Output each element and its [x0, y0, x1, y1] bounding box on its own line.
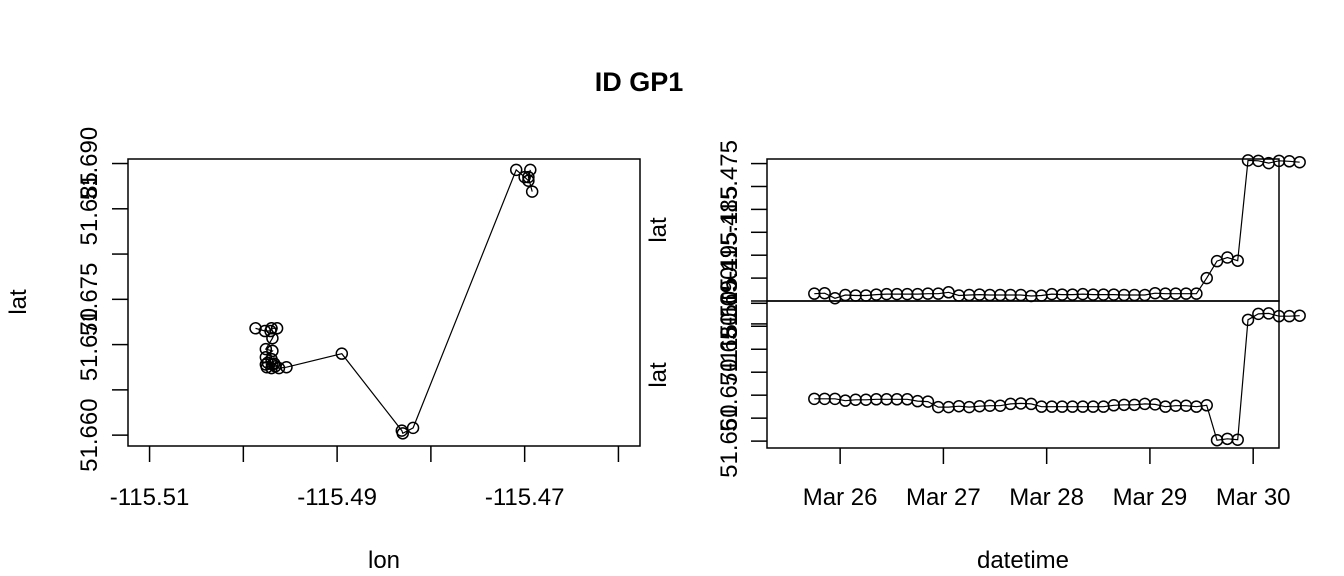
right-bottom-y-axis-label: lat	[645, 362, 672, 388]
left-y-tick-label: 51.690	[76, 127, 103, 200]
right-top-y-axis-label: lat	[645, 217, 672, 243]
left-point	[249, 322, 262, 335]
right-panel-2-point	[1200, 399, 1213, 412]
right-panel-1-point	[818, 286, 831, 300]
left-point	[258, 324, 272, 338]
right-x-tick-label: Mar 28	[1009, 484, 1084, 511]
left-point	[525, 185, 539, 198]
right-y-tick-label: 51.670	[716, 358, 743, 431]
left-point	[259, 351, 273, 364]
right-y-tick-label: -115.475	[716, 140, 743, 233]
right-x-tick-label: Mar 30	[1216, 484, 1291, 511]
right-y-tick-label: -115.495	[716, 232, 743, 325]
right-panel-2-line	[814, 312, 1300, 441]
left-point	[265, 361, 278, 375]
left-y-tick-label: 51.660	[76, 398, 103, 471]
right-panel-2-point	[1241, 313, 1255, 327]
left-point	[406, 421, 420, 435]
right-series	[808, 154, 1306, 447]
left-x-tick-label: -115.47	[485, 484, 565, 511]
left-point	[266, 344, 279, 358]
right-panel-2-point	[1293, 309, 1306, 322]
left-point	[335, 347, 349, 360]
right-panel-1-point	[1231, 254, 1244, 267]
left-y-tick-label: 51.675	[76, 263, 103, 336]
left-point	[259, 342, 273, 356]
right-x-axis-label: datetime	[977, 547, 1069, 574]
right-panel-1-point	[1293, 155, 1306, 169]
right-panel-2-point	[1231, 433, 1244, 446]
right-panel-1-point	[1200, 271, 1213, 285]
right-chart: Mar 26 Mar 27 Mar 28 Mar 29 Mar 30-115.505-1…	[645, 140, 1306, 574]
left-point	[280, 360, 293, 374]
right-x-tick-label: Mar 29	[1113, 484, 1188, 511]
right-y-tick-label: 51.690	[716, 267, 743, 340]
right-y-tick-label: 51.680	[716, 313, 743, 386]
right-panel-1-line	[814, 159, 1300, 299]
left-x-tick-label: -115.49	[297, 484, 377, 511]
right-y-tick-label: -115.485	[716, 186, 743, 279]
left-y-tick-label: 51.670	[76, 308, 103, 381]
figure-title: ID GP1	[595, 67, 684, 97]
right-y-tick-label: -115.505	[716, 277, 743, 370]
left-series	[249, 163, 539, 440]
right-y-tick-label: 51.660	[716, 404, 743, 477]
left-point	[270, 322, 284, 335]
left-point	[396, 427, 410, 440]
right-panel-2-point	[921, 395, 935, 408]
left-track-line	[255, 168, 533, 435]
left-point	[266, 332, 279, 345]
left-x-axis-label: lon	[368, 547, 400, 574]
left-plot-frame	[127, 158, 641, 447]
right-ticks: Mar 26 Mar 27 Mar 28 Mar 29 Mar 30-115.505-1…	[716, 140, 1291, 511]
left-point	[265, 322, 278, 335]
right-bottom-panel-frame	[766, 300, 1280, 449]
right-x-tick-label: Mar 26	[803, 484, 878, 511]
left-point	[522, 170, 535, 184]
left-x-tick-label: -115.51	[110, 484, 190, 511]
left-y-axis-label: lat	[5, 289, 32, 315]
right-panel-1-point	[1190, 287, 1203, 300]
right-x-tick-label: Mar 27	[906, 484, 981, 511]
left-y-tick-label: 51.685	[76, 172, 103, 245]
left-point	[524, 163, 537, 177]
left-point	[272, 361, 286, 375]
left-point	[509, 163, 523, 177]
